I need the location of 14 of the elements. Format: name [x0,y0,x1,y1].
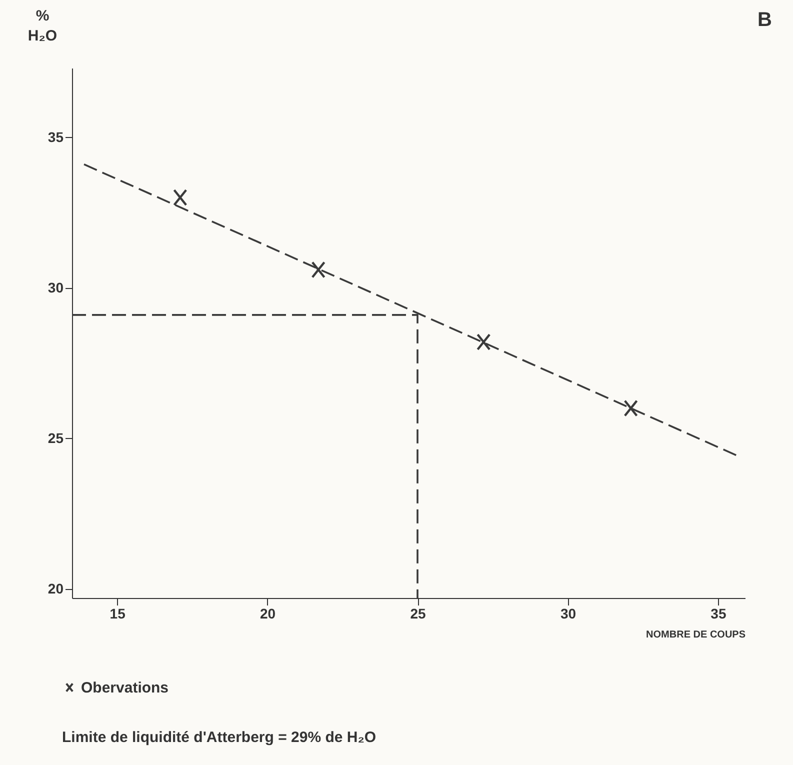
legend-label: Obervations [81,680,169,696]
text: Limite de liquidité d'Atterberg = 29% de H₂O [62,729,376,746]
x-tick-label: 30 [560,606,576,622]
x-tick-label: 25 [410,606,426,622]
x-tick-label: 15 [110,606,126,622]
y-axis-title: % H₂O [28,8,58,44]
x-tick-label: 20 [260,606,276,622]
x-tick-label: 35 [710,606,726,622]
y-tick-label: 25 [48,430,64,446]
y-tick-label: 30 [48,279,64,296]
x-axis-title: NOMBRE DE COUPS [646,630,746,640]
y-tick-label: 35 [48,128,64,145]
chart-title: B [758,9,772,31]
y-tick-label: 20 [48,580,64,596]
